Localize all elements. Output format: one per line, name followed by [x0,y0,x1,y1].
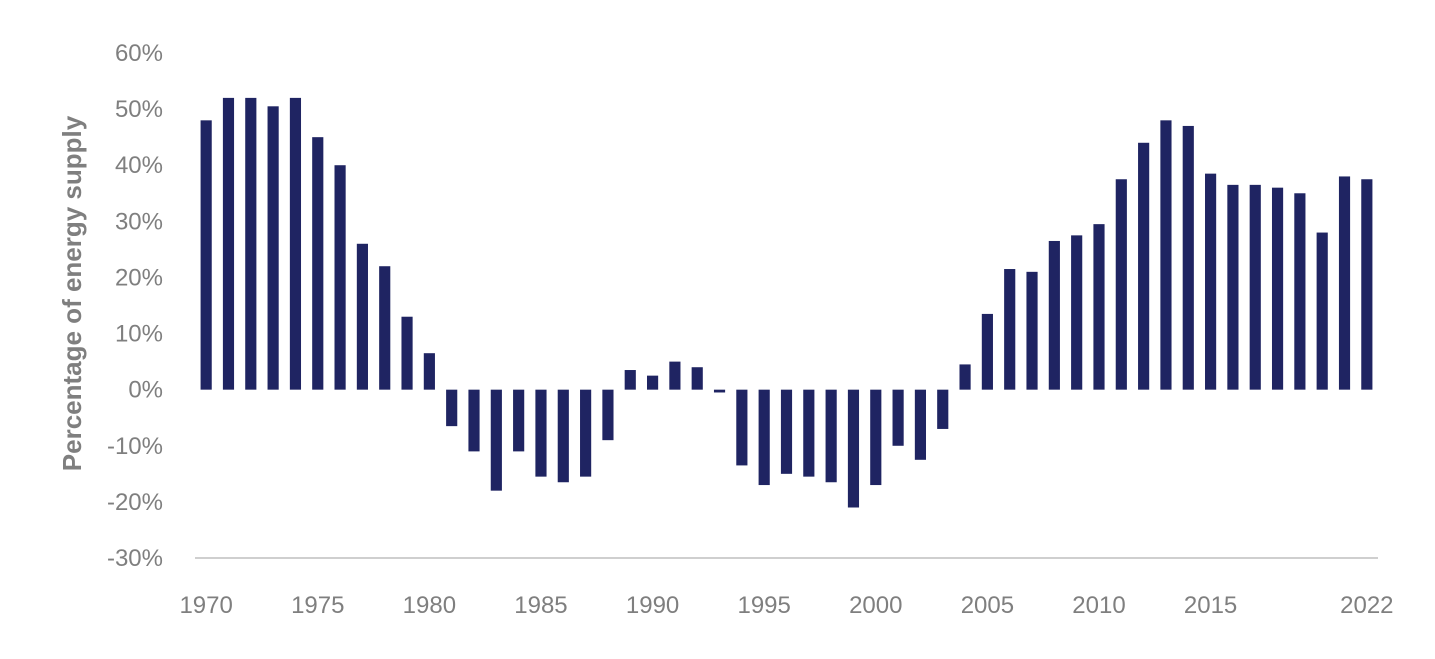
bar [1115,179,1127,390]
bar [669,361,681,390]
bar [1182,125,1194,390]
x-tick-label: 1995 [737,592,790,619]
bar [1026,271,1038,390]
y-tick-label: -20% [107,489,163,516]
bar [959,364,971,390]
bar [646,375,659,390]
bar [334,165,346,390]
bar [937,389,949,429]
bar [401,316,413,390]
bar [1249,184,1261,390]
bar [1205,173,1217,390]
x-tick-label: 2022 [1340,592,1393,619]
bar [535,389,547,477]
y-tick-label: 40% [115,152,163,179]
bar [312,137,324,390]
bar [691,367,703,390]
y-tick-label: 0% [128,377,163,404]
bar [490,389,502,491]
bar [780,389,793,474]
x-tick-label: 1970 [179,592,232,619]
y-tick-label: 20% [115,264,163,291]
bar [914,389,927,460]
y-axis-tick-labels: 60% 50% 40% 30% 20% 10% 0% -10% -20% -30% [107,40,163,572]
bar [267,106,279,390]
bar [602,389,614,441]
bar [803,389,815,477]
bar [356,243,368,390]
bar [1160,120,1172,390]
bar [1071,235,1083,390]
bar [624,370,636,390]
bar [1271,187,1284,390]
bar [1004,269,1016,390]
x-tick-label: 2010 [1072,592,1125,619]
bar [1093,224,1105,390]
bar [379,266,391,390]
y-axis-title: Percentage of energy supply [57,115,87,471]
bar [222,97,235,390]
bar [1338,176,1351,390]
bar [892,389,904,446]
bar [1316,232,1328,390]
bar [468,389,480,452]
bar [1138,142,1150,390]
bar [423,353,435,390]
bar [245,97,257,390]
x-tick-label: 2000 [849,592,902,619]
bar [1294,193,1306,390]
x-tick-label: 1990 [626,592,679,619]
bar-series [200,97,1373,508]
bar [446,389,458,427]
y-tick-label: -10% [107,433,163,460]
bar [580,389,592,477]
y-tick-label: -30% [107,545,163,572]
x-tick-label: 1985 [514,592,567,619]
x-tick-label: 1980 [403,592,456,619]
y-tick-label: 60% [115,40,163,67]
bar [981,313,993,390]
bar [847,389,860,508]
x-tick-label: 1975 [291,592,344,619]
bar [289,97,302,390]
x-tick-label: 2005 [961,592,1014,619]
bar [557,389,569,483]
y-tick-label: 50% [115,96,163,123]
bar [713,389,726,393]
bar [758,389,770,486]
y-tick-label: 30% [115,208,163,235]
bar [1361,179,1373,390]
x-axis-tick-labels: 1970 1975 1980 1985 1990 1995 2000 2005 2010 2015… [179,592,1393,619]
x-tick-label: 2015 [1184,592,1237,619]
bar [1227,184,1239,390]
bar [513,389,525,452]
bar [870,389,882,486]
bar [1048,240,1060,390]
bar [736,389,748,466]
bar [200,120,212,390]
bar [825,389,837,483]
y-tick-label: 10% [115,321,163,348]
